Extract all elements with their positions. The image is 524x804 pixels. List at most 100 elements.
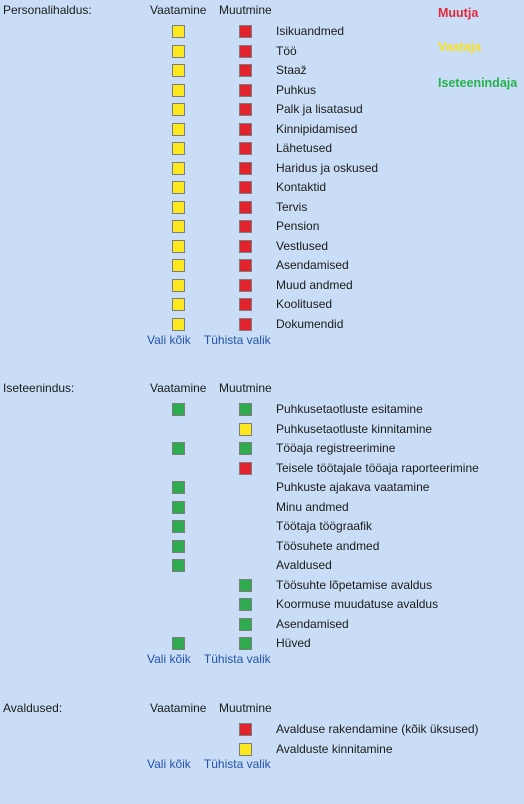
edit-permission-toggle[interactable]: [239, 25, 252, 38]
permission-label: Töösuhete andmed: [276, 538, 380, 553]
edit-permission-toggle[interactable]: [239, 239, 252, 253]
view-permission-toggle[interactable]: [172, 122, 185, 136]
permission-row: Koolitused: [0, 295, 524, 315]
view-permission-toggle[interactable]: [172, 181, 185, 194]
view-permission-toggle[interactable]: [172, 142, 185, 155]
permission-label: Isikuandmed: [276, 24, 345, 38]
view-permission-toggle[interactable]: [172, 520, 185, 533]
edit-permission-toggle[interactable]: [239, 442, 252, 455]
edit-permission-toggle[interactable]: [239, 403, 252, 416]
permission-label: Kinnipidamised: [276, 121, 358, 136]
permission-label: Lähetused: [276, 141, 333, 155]
permission-label: Avalduste kinnitamine: [276, 741, 393, 756]
permission-row: Töö: [0, 42, 524, 62]
legend-muutja: Muutja: [438, 6, 479, 20]
permission-row: Haridus ja oskused: [0, 159, 524, 179]
column-header-view: Vaatamine: [150, 701, 207, 715]
legend-vaataja: Vaataja: [438, 40, 482, 54]
clear-selection-link[interactable]: Tühista valik: [203, 757, 271, 771]
view-permission-toggle[interactable]: [172, 500, 185, 514]
view-permission-toggle[interactable]: [172, 103, 185, 116]
view-permission-toggle[interactable]: [172, 637, 185, 650]
view-permission-toggle[interactable]: [172, 220, 185, 233]
permission-label: Koolitused: [276, 297, 333, 311]
permission-row: Töötaja töögraafik: [0, 517, 524, 537]
permission-label: Pension: [276, 219, 320, 233]
view-permission-toggle[interactable]: [172, 44, 185, 58]
view-permission-toggle[interactable]: [172, 403, 185, 416]
view-permission-toggle[interactable]: [172, 200, 185, 214]
permission-label: Puhkus: [276, 82, 317, 97]
edit-permission-toggle[interactable]: [239, 298, 252, 311]
selection-links: Vali kõik Tühista valik: [147, 757, 281, 771]
edit-permission-toggle[interactable]: [239, 461, 252, 475]
permission-label: Vestlused: [276, 238, 329, 253]
view-permission-toggle[interactable]: [172, 278, 185, 292]
edit-permission-toggle[interactable]: [239, 220, 252, 233]
permission-label: Koormuse muudatuse avaldus: [276, 597, 439, 611]
edit-permission-toggle[interactable]: [239, 598, 252, 611]
view-permission-toggle[interactable]: [172, 298, 185, 311]
edit-permission-toggle[interactable]: [239, 723, 252, 736]
permission-label: Kontaktid: [276, 180, 327, 194]
view-permission-toggle[interactable]: [172, 25, 185, 38]
edit-permission-toggle[interactable]: [239, 317, 252, 331]
edit-permission-toggle[interactable]: [239, 103, 252, 116]
edit-permission-toggle[interactable]: [239, 637, 252, 650]
edit-permission-toggle[interactable]: [239, 200, 252, 214]
view-permission-toggle[interactable]: [172, 83, 185, 97]
view-permission-toggle[interactable]: [172, 239, 185, 253]
permission-label: Tervis: [276, 199, 308, 214]
edit-permission-toggle[interactable]: [239, 422, 252, 436]
edit-permission-toggle[interactable]: [239, 161, 252, 175]
permission-row: Hüved: [0, 634, 524, 654]
permission-label: Asendamised: [276, 258, 349, 272]
view-permission-toggle[interactable]: [172, 559, 185, 572]
view-permission-toggle[interactable]: [172, 259, 185, 272]
edit-permission-toggle[interactable]: [239, 44, 252, 58]
view-permission-toggle[interactable]: [172, 539, 185, 553]
permission-label: Asendamised: [276, 616, 349, 631]
permission-row: Tervis: [0, 198, 524, 218]
permission-row: Kinnipidamised: [0, 120, 524, 140]
select-all-link[interactable]: Vali kõik: [147, 652, 191, 666]
permission-row: Vestlused: [0, 237, 524, 257]
edit-permission-toggle[interactable]: [239, 278, 252, 292]
permission-row: Teisele töötajale tööaja raporteerimine: [0, 459, 524, 479]
view-permission-toggle[interactable]: [172, 442, 185, 455]
edit-permission-toggle[interactable]: [239, 142, 252, 155]
permission-rows: Avalduse rakendamine (kõik üksused) Avald…: [0, 720, 524, 759]
permission-row: Asendamised: [0, 615, 524, 635]
permission-label: Töö: [276, 43, 297, 58]
view-permission-toggle[interactable]: [172, 317, 185, 331]
permission-label: Puhkusetaotluste kinnitamine: [276, 421, 433, 436]
edit-permission-toggle[interactable]: [239, 742, 252, 756]
select-all-link[interactable]: Vali kõik: [147, 333, 191, 347]
permission-row: Dokumendid: [0, 315, 524, 335]
edit-permission-toggle[interactable]: [239, 83, 252, 97]
permission-rows: Isikuandmed Töö Staaž Puhkus Palk ja lisatas…: [0, 22, 524, 334]
edit-permission-toggle[interactable]: [239, 181, 252, 194]
clear-selection-link[interactable]: Tühista valik: [203, 333, 271, 347]
select-all-link[interactable]: Vali kõik: [147, 757, 191, 771]
permission-row: Lähetused: [0, 139, 524, 159]
permission-row: Koormuse muudatuse avaldus: [0, 595, 524, 615]
permission-row: Palk ja lisatasud: [0, 100, 524, 120]
permission-row: Isikuandmed: [0, 22, 524, 42]
permission-label: Avalduse rakendamine (kõik üksused): [276, 722, 479, 736]
view-permission-toggle[interactable]: [172, 161, 185, 175]
view-permission-toggle[interactable]: [172, 481, 185, 494]
edit-permission-toggle[interactable]: [239, 578, 252, 592]
edit-permission-toggle[interactable]: [239, 259, 252, 272]
edit-permission-toggle[interactable]: [239, 617, 252, 631]
view-permission-toggle[interactable]: [172, 64, 185, 77]
permission-label: Staaž: [276, 63, 307, 77]
permission-rows: Puhkusetaotluste esitamine Puhkusetaotlus…: [0, 400, 524, 654]
clear-selection-link[interactable]: Tühista valik: [203, 652, 271, 666]
section-label: Iseteenindus:: [3, 381, 75, 395]
edit-permission-toggle[interactable]: [239, 64, 252, 77]
edit-permission-toggle[interactable]: [239, 122, 252, 136]
permission-row: Pension: [0, 217, 524, 237]
selection-links: Vali kõik Tühista valik: [147, 333, 281, 347]
column-header-edit: Muutmine: [219, 3, 272, 17]
